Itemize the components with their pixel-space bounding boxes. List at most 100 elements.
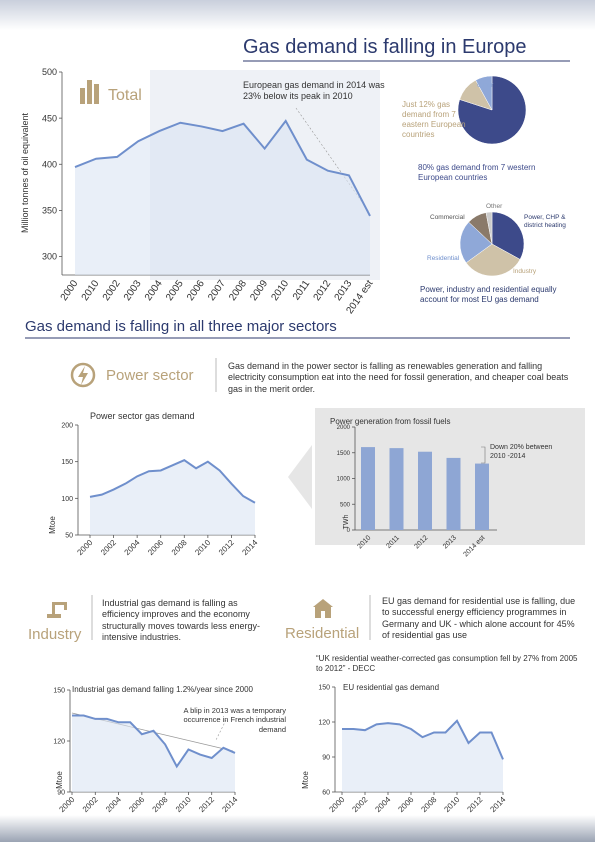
chart-title: Total [108,87,142,104]
chart-title: Industrial gas demand falling 1.2%/year … [72,685,254,694]
x-tick-label: 2002 [99,538,118,557]
y-axis-label: Million tonnes of oil equivalent [20,112,30,233]
y-tick-label: 2000 [337,425,351,431]
y-tick-label: 60 [322,789,330,796]
y-axis-label: Mtoe [301,771,310,789]
pie-slice [485,211,493,245]
slice-label: Just 12% gas demand from 7 eastern Europ… [402,100,466,139]
y-tick-label: 90 [57,789,65,796]
y-tick-label: 450 [42,113,57,123]
power-label: Power sector [106,367,194,384]
residential-text: EU gas demand for residential use is fal… [382,596,576,640]
y-tick-label: 1500 [337,451,351,457]
x-tick-label: 2000 [59,278,81,303]
line [89,459,256,504]
y-axis-label: TWh [343,515,350,530]
x-tick-label: 2000 [75,538,94,557]
y-axis-label: Mtoe [48,516,57,534]
area [72,715,235,792]
power-text: Gas demand in the power sector is fallin… [228,361,569,394]
slice-label: Residential [427,255,460,262]
x-tick-label: 2012 [217,538,236,557]
x-tick-label: 2014 [488,795,507,814]
annotation: European gas demand in 2014 was 23% belo… [243,80,385,102]
bar [446,457,461,530]
x-tick-label: 2012 [312,278,334,303]
bottom-band [0,815,595,842]
x-tick-label: 2008 [227,278,249,303]
x-tick-label: 2002 [81,795,100,814]
line [72,714,236,769]
line [342,719,504,760]
slice-label: 80% gas demand from 7 western European c… [418,163,536,182]
x-tick-label: 2008 [151,795,170,814]
chart-title: Power sector gas demand [90,411,195,421]
page-title: Gas demand is falling in Europe [243,36,527,58]
x-tick-label: 2014 [240,538,259,557]
x-tick-label: 2004 [373,795,392,814]
x-tick-label: 2011 [291,278,313,302]
line [74,119,371,217]
slice-label: Industry [513,268,537,275]
y-tick-label: 500 [42,67,57,77]
pie-slice [457,75,527,145]
pie-slice [475,75,493,111]
x-tick-label: 2012 [465,795,484,814]
x-tick-label: 2010 [269,278,291,303]
x-tick-label: 2004 [143,278,165,303]
pie-slice [459,221,493,264]
y-tick-label: 350 [42,206,57,216]
x-tick-label: 2004 [123,538,142,557]
chart-title: EU residential gas demand [343,683,439,692]
x-tick-label: 2005 [164,278,186,303]
area [342,720,503,792]
y-tick-label: 50 [65,532,73,539]
bar [418,451,432,530]
industry-text: Industrial gas demand is falling as effi… [102,598,261,642]
pie-slice [491,211,525,260]
bar [475,463,489,530]
y-axis-label: Mtoe [55,771,64,789]
slice-label: Other [477,82,494,89]
x-tick-label: 2010 [174,795,193,814]
power-icon [70,362,96,388]
x-tick-label: 2006 [185,278,207,303]
x-tick-label: 2009 [248,278,270,303]
area [90,460,255,535]
x-tick-label: 2010 [80,278,102,303]
x-tick-label: 2014 [220,795,239,814]
annotation: A blip in 2013 was a temporary occurrenc… [183,706,286,734]
y-tick-label: 400 [42,159,57,169]
bar [389,448,404,530]
x-tick-label: 2002 [101,278,123,303]
x-tick-label: 2006 [127,795,146,814]
y-tick-label: 150 [61,459,73,466]
x-tick-label: 2010 [442,795,461,814]
y-tick-label: 100 [61,496,73,503]
y-tick-label: 0 [347,528,351,534]
section-title: Gas demand is falling in all three major… [25,318,337,335]
x-tick-label: 2004 [104,795,123,814]
y-tick-label: 90 [322,754,330,761]
slice-label: Power, CHP & district heating [524,214,566,230]
slice-label: Other [486,203,503,210]
residential-label: Residential [285,625,360,642]
pie-slice [465,243,521,277]
y-tick-label: 120 [53,738,65,745]
x-tick-label: 2006 [146,538,165,557]
residential-icon [313,599,333,618]
y-tick-label: 120 [318,719,330,726]
x-tick-label: 2002 [350,795,369,814]
y-tick-label: 1000 [337,477,351,483]
x-tick-label: 2000 [327,795,346,814]
x-tick-label: 2010 [193,538,212,557]
arrow [288,445,312,509]
industry-icon [47,602,67,618]
total-icon [80,80,99,104]
y-tick-label: 500 [340,502,351,508]
industry-label: Industry [28,626,82,643]
bar [361,447,375,530]
x-tick-label: 2006 [396,795,415,814]
